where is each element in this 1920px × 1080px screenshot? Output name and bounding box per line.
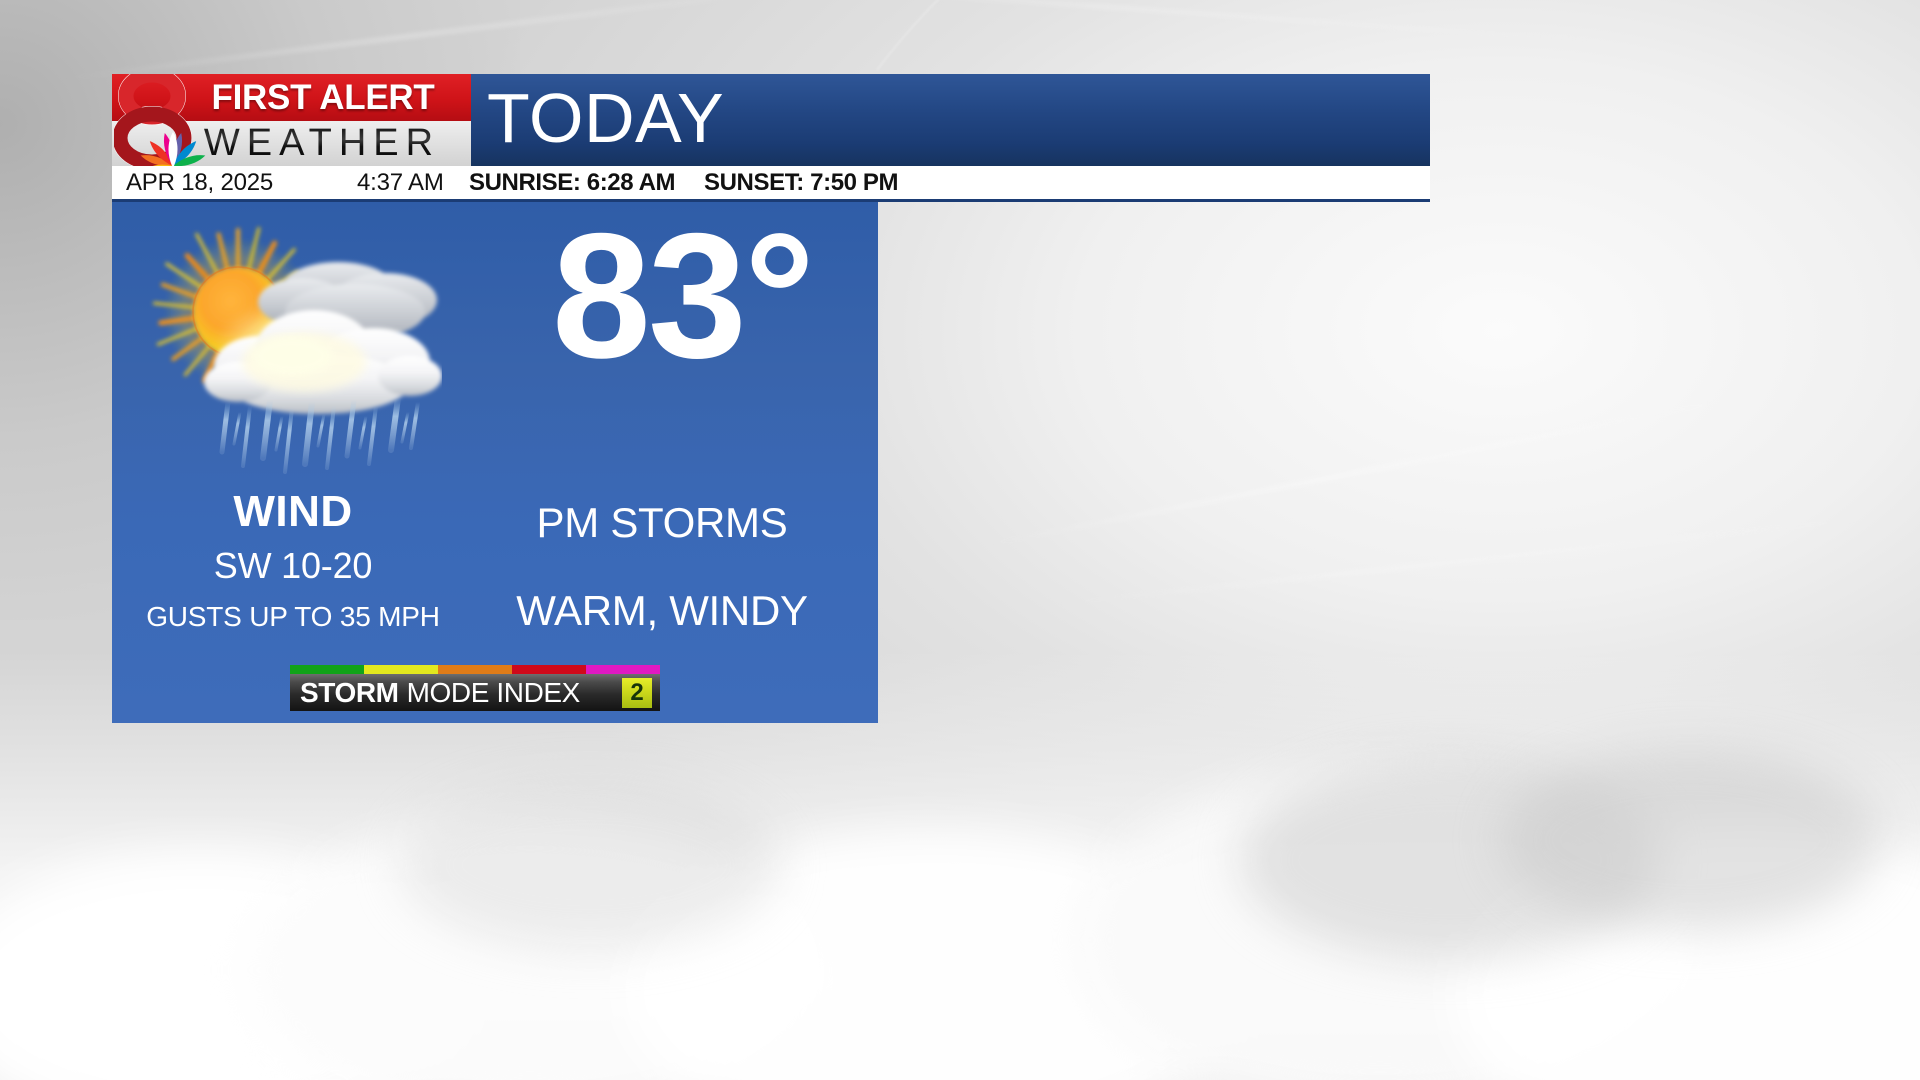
- scale-segment-green: [290, 665, 364, 674]
- current-temperature: 83°: [551, 202, 815, 395]
- current-date: APR 18, 2025: [126, 169, 274, 196]
- storm-mode-index-level: 2: [622, 678, 652, 708]
- sunset-info: SUNSET: 7:50 PM: [704, 166, 898, 199]
- scale-segment-red: [512, 665, 586, 674]
- sunrise-value: 6:28 AM: [586, 169, 676, 196]
- sunrise-label: SUNRISE:: [469, 169, 581, 196]
- current-time: 4:37 AM: [357, 169, 444, 196]
- day-banner: TODAY: [471, 74, 1430, 166]
- station-logo-block: FIRST ALERT WEATHER: [112, 74, 471, 166]
- wind-value: SW 10-20: [213, 545, 373, 586]
- wind-block: WIND SW 10-20 GUSTS UP TO 35 MPH: [120, 486, 466, 640]
- sunset-label: SUNSET:: [704, 169, 804, 196]
- storm-mode-index-word-storm: STORM: [300, 676, 399, 708]
- scale-segment-magenta: [586, 665, 660, 674]
- condition-line-1: PM STORMS: [536, 499, 788, 546]
- condition-line-2: WARM, WINDY: [516, 587, 808, 634]
- wind-title: WIND: [233, 487, 353, 536]
- day-label: TODAY: [487, 79, 725, 157]
- weather-graphic: FIRST ALERT WEATHER: [112, 74, 1430, 723]
- forecast-panel: 83° WIND SW 10-20 GUSTS UP TO 35 MPH PM …: [112, 202, 878, 723]
- info-bar: APR 18, 2025 4:37 AM SUNRISE: 6:28 AM SU…: [112, 166, 1430, 202]
- sunrise-info: SUNRISE: 6:28 AM: [469, 166, 676, 199]
- scale-segment-orange: [438, 665, 512, 674]
- graphic-header: FIRST ALERT WEATHER: [112, 74, 1430, 166]
- cloud-puff-shadow: [1500, 750, 1880, 930]
- wind-gusts: GUSTS UP TO 35 MPH: [146, 601, 440, 632]
- conditions-block: PM STORMS WARM, WINDY: [464, 494, 860, 640]
- storm-mode-index-scale: [290, 665, 660, 674]
- storm-mode-index: STORM MODE INDEX 2: [290, 665, 660, 711]
- first-alert-label: FIRST ALERT: [211, 78, 435, 117]
- sunset-value: 7:50 PM: [810, 169, 899, 196]
- sun-behind-cloud-with-rain-icon: [152, 227, 442, 474]
- scale-segment-yellow: [364, 665, 438, 674]
- storm-mode-index-bar: STORM MODE INDEX 2: [290, 674, 660, 711]
- cloud-puff-shadow: [400, 780, 780, 950]
- nbc-peacock-icon: [140, 132, 206, 166]
- weather-label: WEATHER: [174, 120, 470, 166]
- storm-mode-index-word-rest: MODE INDEX: [406, 676, 581, 708]
